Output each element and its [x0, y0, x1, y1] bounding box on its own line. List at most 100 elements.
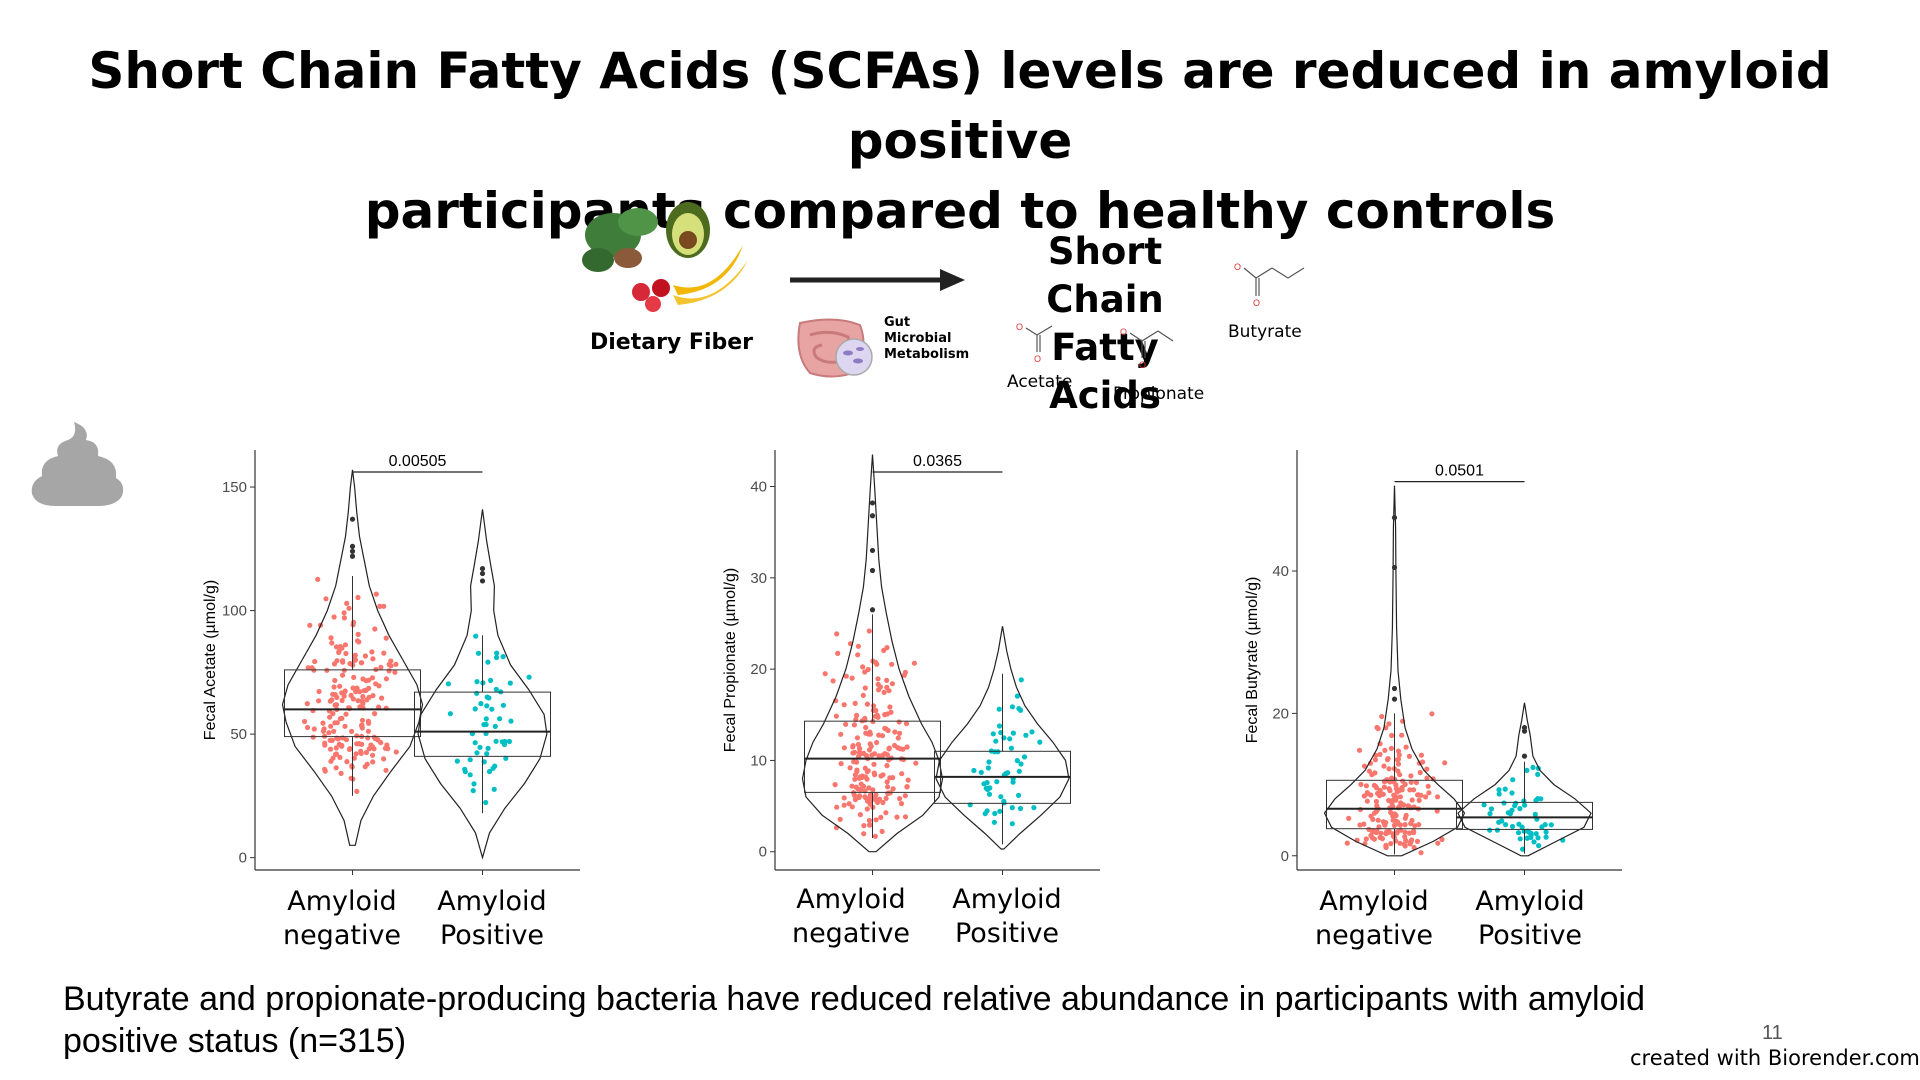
butyrate-x-positive: Amyloid Positive: [1445, 885, 1615, 953]
data-point: [897, 730, 903, 736]
p-value-label: 0.0501: [1435, 463, 1484, 480]
data-point: [369, 649, 375, 655]
data-point: [331, 728, 337, 734]
data-point: [1411, 830, 1417, 836]
data-point: [302, 718, 308, 725]
data-point: [1429, 711, 1435, 717]
y-tick-label: 50: [230, 726, 247, 743]
outlier-point: [1521, 728, 1528, 734]
outlier-point: [349, 543, 356, 549]
data-point: [474, 679, 480, 685]
data-point: [1536, 843, 1542, 849]
data-point: [1388, 841, 1394, 847]
outlier-point: [1391, 696, 1398, 702]
data-point: [852, 700, 858, 706]
outlier-point: [869, 567, 876, 574]
data-point: [862, 669, 868, 675]
data-point: [857, 812, 863, 818]
data-point: [857, 793, 863, 799]
data-point: [1402, 822, 1408, 828]
data-point: [1009, 821, 1015, 827]
data-point: [341, 610, 347, 616]
data-point: [489, 706, 495, 712]
data-point: [897, 796, 903, 802]
data-point: [484, 751, 490, 757]
y-axis-label: Fecal Butyrate (µmol/g): [1244, 577, 1261, 744]
data-point: [304, 701, 310, 707]
data-point: [502, 738, 508, 745]
data-point: [834, 631, 840, 637]
data-point: [1377, 834, 1383, 841]
data-point: [1366, 826, 1372, 832]
data-point: [312, 658, 318, 665]
data-point: [363, 749, 369, 756]
data-point: [1371, 836, 1377, 842]
data-point: [1363, 783, 1369, 789]
data-point: [993, 738, 999, 744]
acetate-x-negative: Amyloid negative: [257, 885, 427, 953]
data-point: [1399, 784, 1405, 791]
data-point: [1395, 761, 1402, 767]
data-point: [1424, 775, 1430, 781]
data-point: [329, 640, 335, 646]
data-point: [1386, 766, 1392, 772]
data-point: [896, 719, 902, 725]
data-point: [1016, 768, 1022, 774]
category-line: Amyloid: [287, 886, 397, 917]
data-point: [322, 766, 328, 772]
data-point: [1408, 820, 1414, 827]
data-point: [1406, 830, 1412, 836]
data-point: [1358, 781, 1364, 787]
data-point: [1543, 829, 1549, 835]
data-point: [362, 764, 368, 770]
data-point: [1016, 706, 1022, 712]
data-point: [1509, 790, 1515, 796]
data-point: [1533, 797, 1539, 803]
data-point: [376, 704, 382, 710]
data-point: [1397, 794, 1403, 800]
data-point: [497, 716, 503, 722]
data-point: [981, 781, 987, 787]
data-point: [1520, 846, 1526, 852]
data-point: [467, 772, 473, 778]
outlier-point: [1391, 515, 1398, 521]
data-point: [865, 731, 872, 737]
data-point: [841, 702, 847, 708]
data-point: [365, 735, 371, 741]
violin-outline: [1323, 485, 1466, 857]
svg-text:O: O: [1034, 354, 1041, 364]
data-point: [483, 716, 489, 722]
data-point: [847, 765, 853, 771]
data-point: [1014, 758, 1020, 764]
data-point: [1405, 803, 1411, 809]
butyrate-x-negative: Amyloid negative: [1289, 885, 1459, 953]
slide-title: Short Chain Fatty Acids (SCFAs) levels a…: [0, 36, 1920, 246]
data-point: [1526, 829, 1532, 835]
category-line: Positive: [439, 920, 545, 951]
y-tick-label: 0: [1281, 848, 1289, 865]
data-point: [337, 754, 343, 760]
data-point: [364, 697, 370, 703]
data-point: [859, 774, 865, 780]
data-point: [1522, 802, 1528, 808]
data-point: [340, 659, 346, 665]
data-point: [360, 693, 366, 700]
data-point: [1390, 817, 1396, 823]
data-point: [1389, 732, 1395, 739]
data-point: [880, 752, 886, 758]
data-point: [1496, 791, 1502, 797]
p-value-label: 0.00505: [389, 453, 447, 470]
data-point: [355, 631, 361, 637]
box: [804, 720, 941, 793]
data-point: [871, 761, 877, 767]
y-tick-label: 10: [750, 752, 767, 769]
data-point: [1377, 793, 1383, 799]
outlier-point: [869, 513, 876, 519]
category-line: Amyloid: [1319, 886, 1429, 917]
data-point: [471, 781, 477, 787]
data-point: [1368, 813, 1374, 819]
outlier-point: [349, 516, 356, 522]
data-point: [343, 711, 349, 717]
data-point: [1016, 792, 1022, 798]
data-point: [1532, 811, 1538, 817]
